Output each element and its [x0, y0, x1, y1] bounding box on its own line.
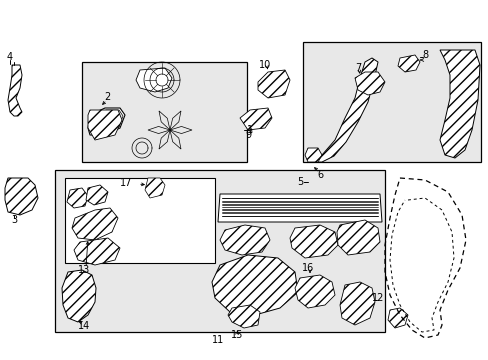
Polygon shape [72, 208, 118, 240]
Text: 1: 1 [246, 125, 253, 135]
Polygon shape [220, 225, 269, 255]
Text: 6: 6 [316, 170, 323, 180]
Text: 4: 4 [7, 52, 13, 62]
Polygon shape [354, 72, 384, 95]
Bar [303, 42, 480, 162]
Text: 10: 10 [258, 60, 270, 70]
Text: 7: 7 [354, 63, 360, 73]
Polygon shape [8, 65, 22, 116]
Polygon shape [258, 70, 289, 98]
Polygon shape [294, 275, 334, 308]
Polygon shape [397, 55, 419, 72]
Text: 5: 5 [296, 177, 303, 187]
Text: 14: 14 [78, 321, 90, 331]
Polygon shape [305, 148, 321, 162]
Polygon shape [88, 108, 125, 135]
Text: 17: 17 [120, 178, 132, 188]
Polygon shape [336, 220, 379, 255]
Text: 11: 11 [211, 335, 224, 345]
Polygon shape [159, 130, 170, 149]
Polygon shape [159, 111, 170, 130]
Polygon shape [387, 308, 407, 328]
Polygon shape [240, 108, 271, 130]
Polygon shape [218, 194, 381, 222]
Text: 2: 2 [103, 92, 110, 102]
Bar [82, 62, 246, 162]
Text: 16: 16 [301, 263, 313, 273]
Polygon shape [74, 238, 120, 265]
Bar [55, 170, 384, 332]
Polygon shape [5, 178, 38, 215]
Text: 13: 13 [78, 265, 90, 275]
Polygon shape [90, 110, 123, 133]
Text: 12: 12 [371, 293, 384, 303]
Polygon shape [136, 68, 172, 92]
Polygon shape [227, 305, 260, 328]
Polygon shape [170, 126, 192, 134]
Text: 15: 15 [230, 330, 243, 340]
Polygon shape [289, 225, 337, 258]
Polygon shape [88, 110, 122, 140]
Polygon shape [145, 178, 164, 198]
Text: 8: 8 [421, 50, 427, 60]
Text: 9: 9 [244, 130, 250, 140]
Bar [65, 178, 215, 263]
Polygon shape [148, 126, 170, 134]
Polygon shape [170, 130, 181, 149]
Polygon shape [62, 270, 96, 322]
Polygon shape [86, 185, 108, 205]
Polygon shape [309, 58, 377, 162]
Polygon shape [212, 255, 297, 315]
Polygon shape [339, 282, 374, 325]
Polygon shape [439, 50, 479, 158]
Polygon shape [67, 188, 88, 208]
Text: 3: 3 [11, 215, 17, 225]
Polygon shape [170, 111, 181, 130]
